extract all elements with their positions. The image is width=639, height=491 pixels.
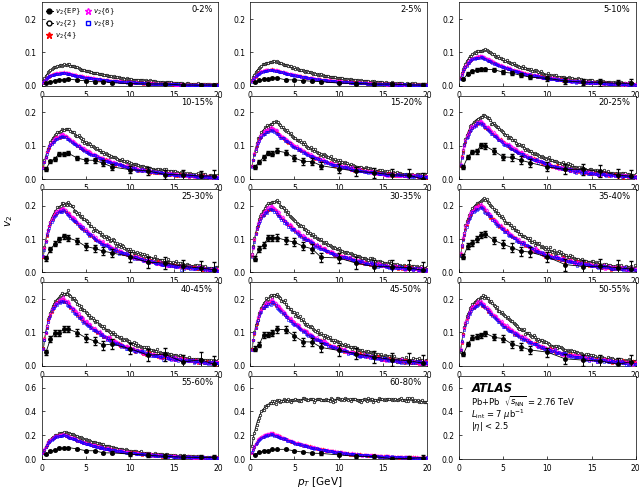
Text: $p_T$ [GeV]: $p_T$ [GeV] [296, 474, 343, 489]
Text: $L_{\mathrm{int}}$ = 7 $\mu$b$^{-1}$: $L_{\mathrm{int}}$ = 7 $\mu$b$^{-1}$ [472, 408, 525, 422]
Text: 30-35%: 30-35% [390, 191, 422, 201]
Text: 55-60%: 55-60% [181, 378, 213, 387]
Text: 2-5%: 2-5% [400, 5, 422, 14]
Text: 40-45%: 40-45% [181, 285, 213, 294]
Text: 25-30%: 25-30% [181, 191, 213, 201]
Text: 15-20%: 15-20% [390, 98, 422, 107]
Legend: $v_2\{$EP$\}$, $v_2\{2\}$, $v_2\{4\}$, $v_2\{6\}$, $v_2\{8\}$: $v_2\{$EP$\}$, $v_2\{2\}$, $v_2\{4\}$, $… [45, 6, 116, 42]
Text: 20-25%: 20-25% [599, 98, 631, 107]
Text: $v_2$: $v_2$ [3, 215, 15, 227]
Text: $|\eta|$ < 2.5: $|\eta|$ < 2.5 [472, 420, 509, 433]
Text: 5-10%: 5-10% [604, 5, 631, 14]
Text: 35-40%: 35-40% [598, 191, 631, 201]
Text: Pb+Pb  $\sqrt{s_{\mathrm{NN}}}$ = 2.76 TeV: Pb+Pb $\sqrt{s_{\mathrm{NN}}}$ = 2.76 Te… [472, 395, 576, 409]
Text: 10-15%: 10-15% [181, 98, 213, 107]
Text: 45-50%: 45-50% [390, 285, 422, 294]
Text: 0-2%: 0-2% [192, 5, 213, 14]
Text: 60-80%: 60-80% [390, 378, 422, 387]
Text: ATLAS: ATLAS [472, 382, 512, 395]
Text: 50-55%: 50-55% [599, 285, 631, 294]
